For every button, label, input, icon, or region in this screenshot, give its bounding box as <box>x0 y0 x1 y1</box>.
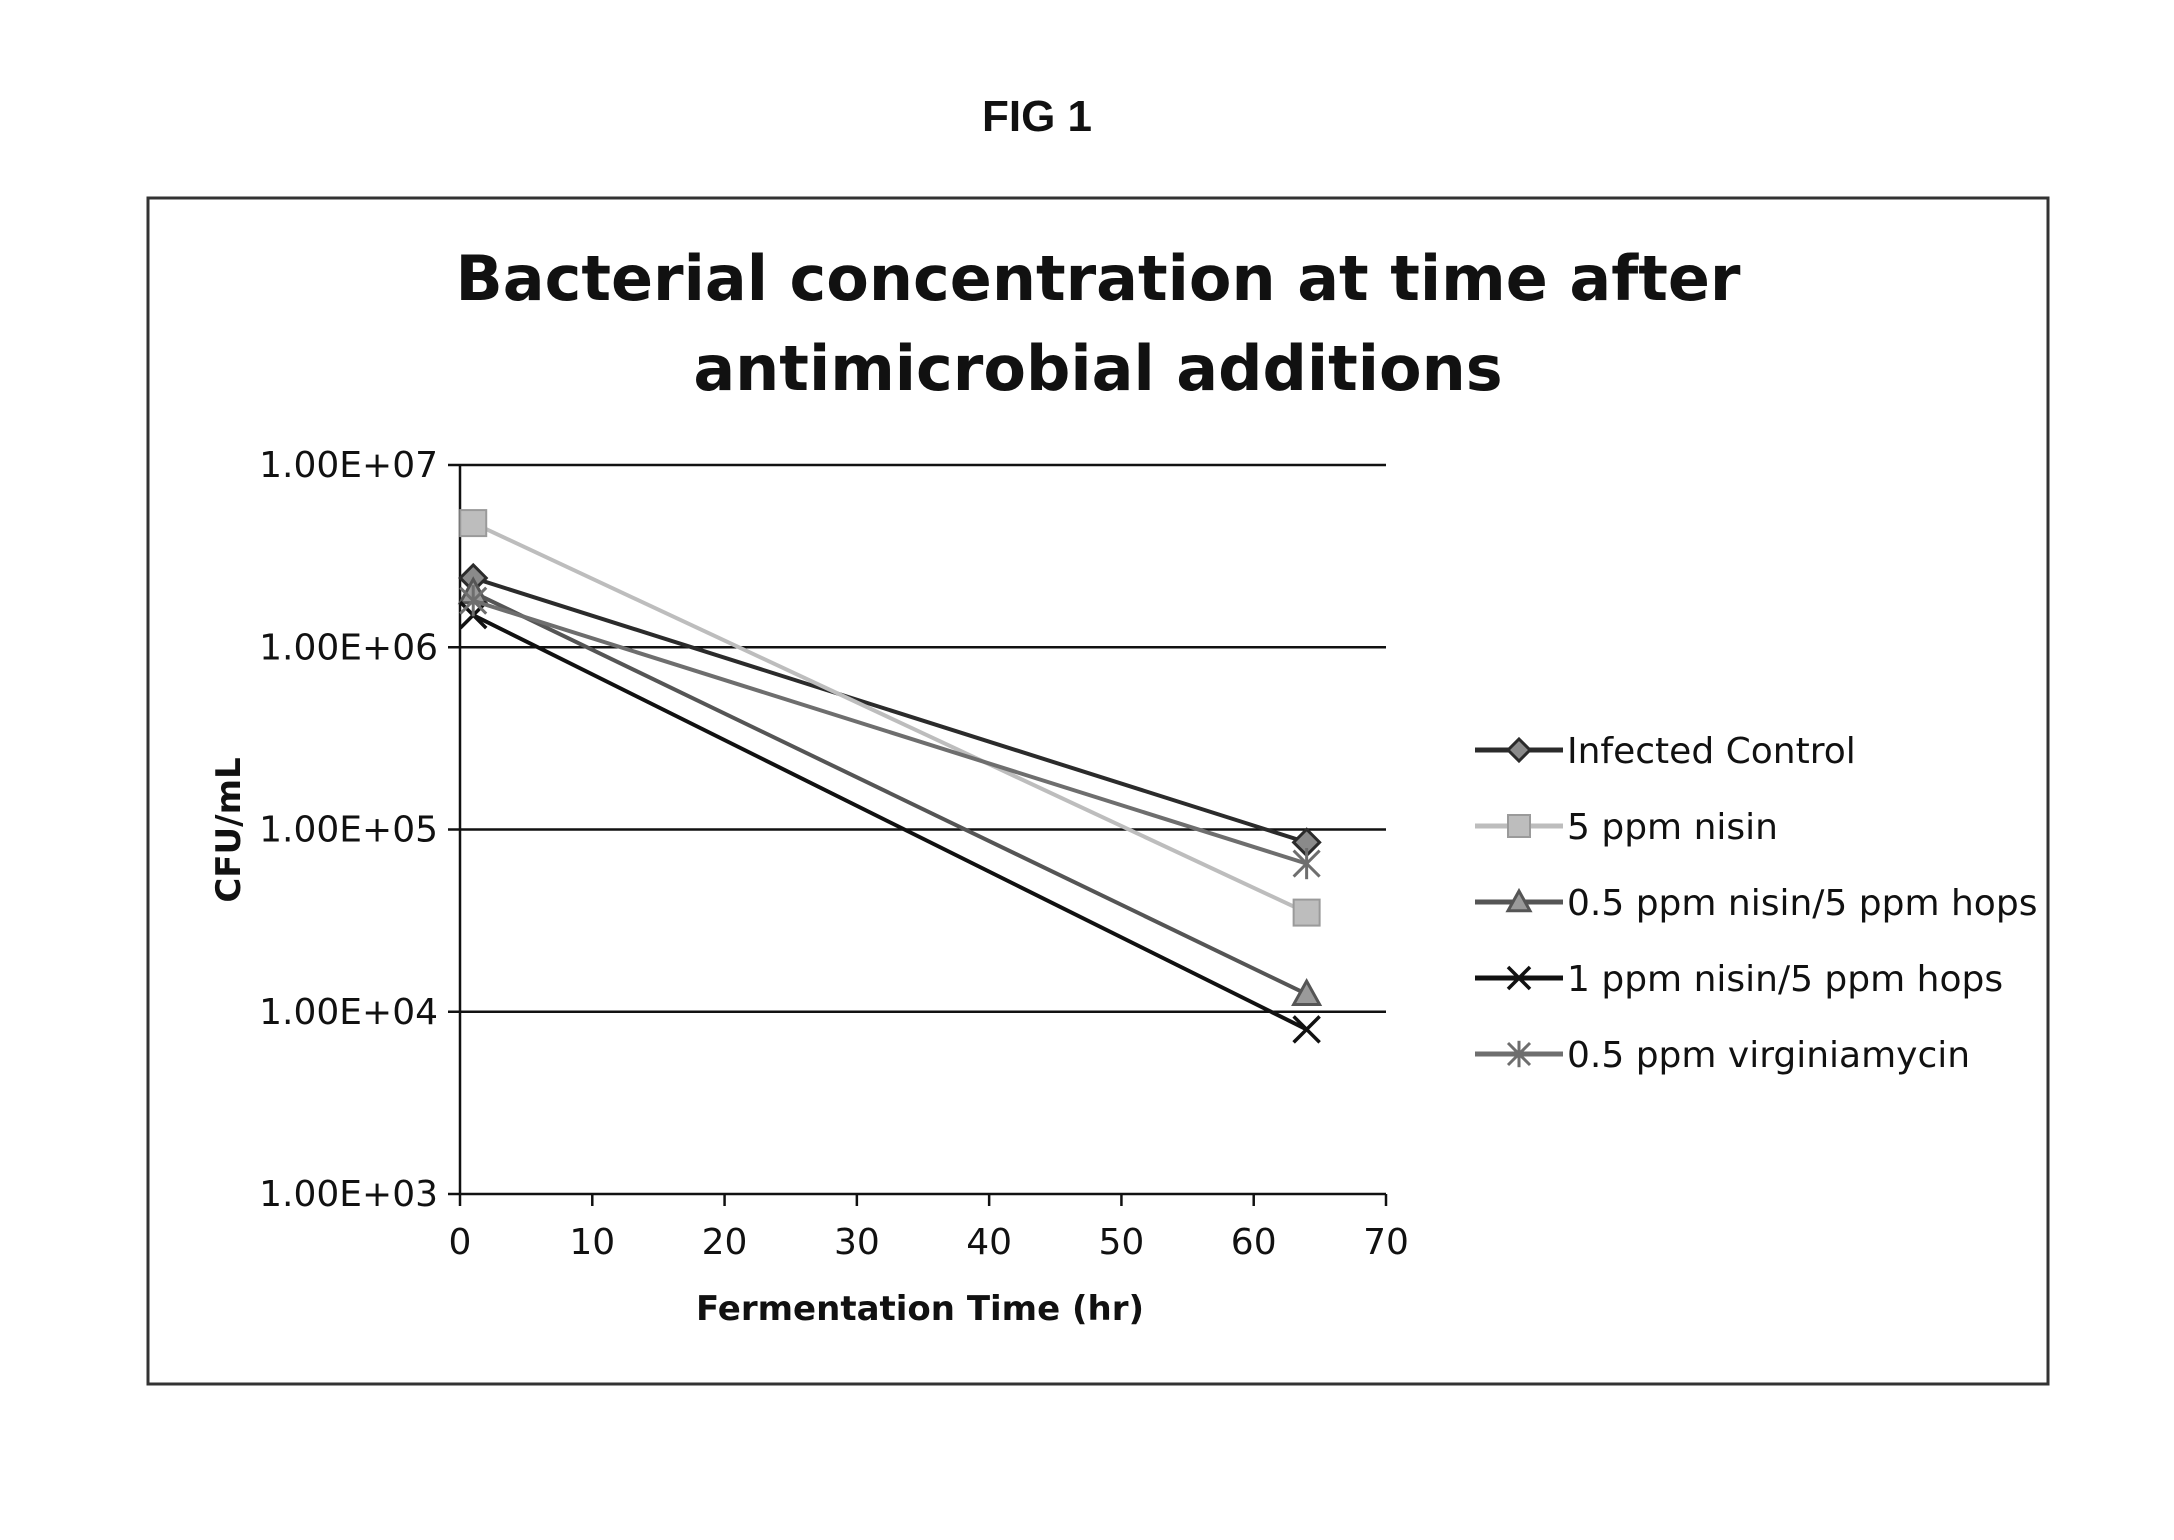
legend-label: 1 ppm nisin/5 ppm hops <box>1567 959 2003 1000</box>
y-tick-label: 1.00E+07 <box>259 445 438 486</box>
series-3 <box>460 602 1319 1042</box>
series-line <box>473 592 1306 994</box>
legend-label: Infected Control <box>1567 731 1856 772</box>
diamond-shape <box>1508 739 1530 761</box>
y-tick-label: 1.00E+04 <box>259 992 438 1033</box>
x-marker <box>1294 1016 1320 1042</box>
x-tick-label: 20 <box>702 1222 748 1263</box>
y-axis-title: CFU/mL <box>209 757 249 902</box>
series-2 <box>460 579 1319 1004</box>
x-tick-label: 70 <box>1363 1222 1409 1263</box>
square-marker <box>1294 900 1320 926</box>
legend-entry: 1 ppm nisin/5 ppm hops <box>1475 959 2003 1000</box>
series-0 <box>460 565 1319 855</box>
legend: Infected Control 5 ppm nisin 0.5 ppm nisin… <box>1475 731 2037 1076</box>
legend-entry: Infected Control <box>1475 731 1856 772</box>
diamond-marker <box>1508 739 1530 761</box>
x-tick-label: 30 <box>834 1222 880 1263</box>
x-axis-title: Fermentation Time (hr) <box>696 1289 1144 1329</box>
series-1 <box>460 510 1319 925</box>
triangle-marker <box>1294 981 1320 1004</box>
y-tick-label: 1.00E+05 <box>259 810 438 851</box>
y-tick-label: 1.00E+03 <box>259 1174 438 1215</box>
square-shape <box>460 510 486 536</box>
x-tick-label: 40 <box>966 1222 1012 1263</box>
x-tick-label: 0 <box>449 1222 472 1263</box>
legend-label: 0.5 ppm virginiamycin <box>1567 1035 1970 1076</box>
chart-title-line-1: Bacterial concentration at time after <box>456 242 1741 315</box>
legend-label: 5 ppm nisin <box>1567 807 1778 848</box>
star-marker <box>1294 848 1320 879</box>
square-shape <box>1294 900 1320 926</box>
square-shape <box>1508 815 1530 837</box>
axes: 1.00E+03 1.00E+04 1.00E+05 1.00E+06 1.00E+07… <box>259 445 1409 1263</box>
grid-lines <box>460 465 1386 1012</box>
triangle-shape <box>1294 981 1320 1004</box>
x-tick-label: 10 <box>569 1222 615 1263</box>
chart-title-line-2: antimicrobial additions <box>693 332 1502 405</box>
legend-entry: 5 ppm nisin <box>1475 807 1778 848</box>
series-line <box>473 578 1306 842</box>
legend-entry: 0.5 ppm nisin/5 ppm hops <box>1475 883 2037 924</box>
square-marker <box>460 510 486 536</box>
series-line <box>473 523 1306 912</box>
legend-label: 0.5 ppm nisin/5 ppm hops <box>1567 883 2037 924</box>
square-marker <box>1508 815 1530 837</box>
y-tick-label: 1.00E+06 <box>259 627 438 668</box>
series-layer <box>460 510 1319 1042</box>
x-tick-label: 50 <box>1099 1222 1145 1263</box>
legend-entry: 0.5 ppm virginiamycin <box>1475 1035 1970 1076</box>
series-4 <box>460 585 1319 879</box>
x-tick-label: 60 <box>1231 1222 1277 1263</box>
